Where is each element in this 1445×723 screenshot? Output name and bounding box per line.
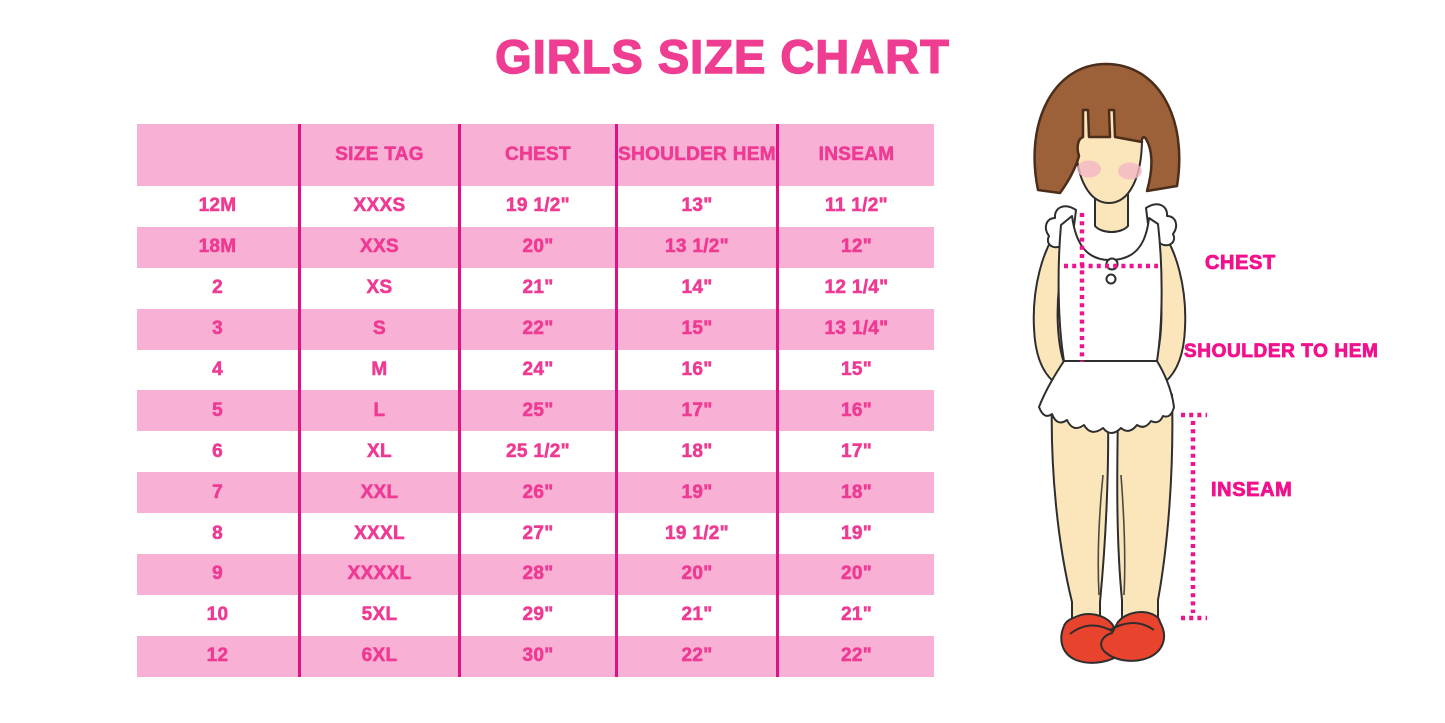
table-cell: 21" [615,594,776,636]
right-shoe-strap [1109,622,1155,631]
table-cell: 19 1/2" [615,513,776,555]
table-cell: XXXL [298,513,458,555]
row-size-label: 3 [137,308,298,350]
table-cell: 22" [776,635,934,677]
table-cell: XS [298,267,458,309]
table-cell: 22" [615,635,776,677]
table-cell: 15" [776,349,934,391]
table-cell: 19" [615,472,776,514]
skirt [1038,360,1175,434]
table-cell: 24" [458,349,615,391]
table-cell: 13 1/4" [776,308,934,350]
table-cell: 26" [458,472,615,514]
column-header: CHEST [458,124,615,186]
table-cell: 11 1/2" [776,186,934,227]
row-size-label: 12M [198,195,237,217]
table-cell: 20" [776,554,934,595]
table-cell: 13" [615,186,776,227]
table-cell: 30" [458,635,615,677]
hair [1033,62,1181,195]
page-title: GIRLS SIZE CHART [494,30,950,83]
row-size-label: 12 [137,635,298,677]
table-cell: 19 1/2" [458,186,615,227]
row-size-label: 6 [212,440,223,463]
table-cell: 19" [776,513,934,555]
table-cell: XXXXL [298,554,458,595]
right-shoe [1100,611,1166,662]
bottom-button [1105,273,1117,285]
table-cell: 18" [615,431,776,473]
column-header: INSEAM [776,124,934,186]
table-cell: 21" [458,267,615,309]
header-cell-blank [137,124,298,186]
table-cell: L [298,390,458,432]
table-cell: 20" [615,554,776,595]
column-header: SHOULDER HEM [615,124,776,186]
table-cell: 28" [458,554,615,595]
table-cell: 16" [776,390,934,432]
table-cell: 12 1/4" [776,267,934,309]
size-chart-table: SIZE TAG CHEST SHOULDER HEM INSEAM 12M XXXS 19… [137,124,934,677]
table-cell: 12" [776,226,934,268]
table-cell: 25 1/2" [458,431,615,473]
table-cell: 20" [458,226,615,268]
row-size-label: 7 [137,472,298,514]
row-size-label: 4 [212,359,223,381]
table-cell: 5XL [298,594,458,636]
table-cell: 13 1/2" [615,226,776,268]
dress-top [1057,215,1163,362]
shoulder-to-hem-label: SHOULDER TO HEM [1184,341,1379,363]
table-cell: 21" [776,594,934,636]
table-cell: M [298,349,458,391]
row-size-label: 5 [137,390,298,432]
column-header: SIZE TAG [298,124,458,186]
row-size-label: 9 [137,554,298,595]
row-size-label: 2 [212,277,223,299]
table-cell: 18" [776,472,934,514]
table-cell: 14" [615,267,776,309]
table-cell: XXXS [298,186,458,227]
right-blush [1118,162,1142,180]
left-calf-line [1097,474,1104,596]
table-cell: 16" [615,349,776,391]
table-cell: 17" [776,431,934,473]
table-cell: 17" [615,390,776,432]
table-cell: 6XL [298,635,458,677]
chest-label: CHEST [1205,252,1276,275]
row-size-label: 10 [206,604,229,626]
table-cell: XL [298,431,458,473]
row-size-label: 8 [212,522,223,544]
right-calf-line [1120,474,1126,596]
table-cell: XXS [298,226,458,268]
girl-measurement-figure [1032,62,1207,664]
table-cell: 15" [615,308,776,350]
table-cell: 29" [458,594,615,636]
table-cell: 27" [458,513,615,555]
left-blush [1077,160,1101,178]
table-cell: S [298,308,458,350]
row-size-label: 18M [137,226,298,268]
table-cell: XXL [298,472,458,514]
inseam-label: INSEAM [1211,479,1293,502]
table-cell: 25" [458,390,615,432]
table-cell: 22" [458,308,615,350]
